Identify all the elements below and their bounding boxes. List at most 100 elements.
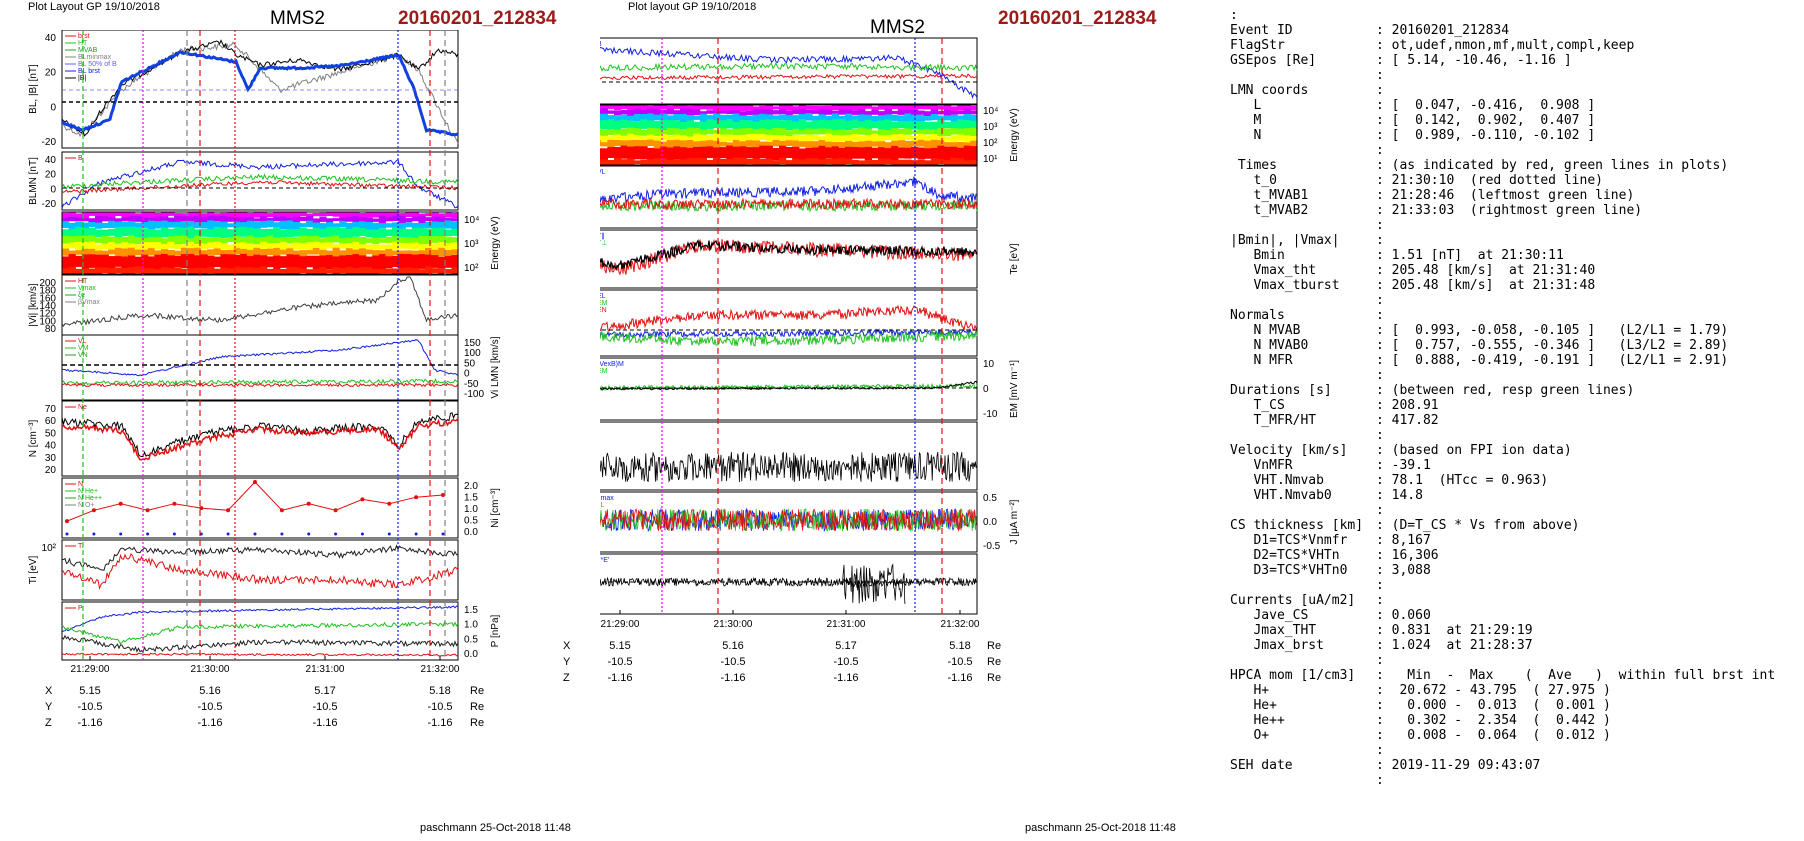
spectrogram-cell xyxy=(699,113,707,122)
spectrogram-cell xyxy=(88,222,96,228)
spectrogram-cell xyxy=(666,136,674,141)
spectrogram-cell xyxy=(779,128,787,136)
info-value: : xyxy=(1376,743,1384,758)
spectrogram-cell xyxy=(739,134,747,143)
spectrogram-cell xyxy=(759,158,767,166)
spectrogram-cell xyxy=(957,110,965,115)
spectrogram-cell xyxy=(147,212,155,219)
spectrogram-cell xyxy=(174,226,182,237)
spectrogram-cell xyxy=(917,129,925,136)
coord-value: 5.17 xyxy=(835,640,857,652)
y-tick-label: 160 xyxy=(39,293,56,304)
spectrogram-cell xyxy=(620,140,628,148)
spectrogram-cell xyxy=(365,221,373,230)
spectrogram-cell xyxy=(121,212,129,219)
spectrogram-cell xyxy=(75,221,83,228)
spectrogram-cell xyxy=(240,237,248,243)
spectrogram-cell xyxy=(207,237,215,243)
spectrogram-cell xyxy=(266,228,274,239)
info-value: : 205.48 [km/s] at 21:31:40 xyxy=(1376,263,1596,278)
y-axis-label: Ti [eV] xyxy=(28,556,39,585)
spectrogram-cell xyxy=(746,128,754,135)
y-tick-label: 70 xyxy=(45,404,57,415)
spectrogram-cell xyxy=(924,135,932,143)
spectrogram-cell xyxy=(246,217,254,223)
info-key: Event ID xyxy=(1230,23,1293,38)
spectrogram-cell xyxy=(286,254,294,269)
spectrogram-cell xyxy=(279,249,287,255)
spectrogram-cell xyxy=(838,105,846,111)
spectrogram-cell xyxy=(431,255,439,268)
data-point xyxy=(253,532,257,536)
spectrogram-cell xyxy=(891,145,899,160)
spectrogram-cell xyxy=(963,120,971,131)
spectrogram-cell xyxy=(365,212,373,218)
data-point xyxy=(307,532,311,536)
spectrogram-cell xyxy=(95,250,103,255)
spectrogram-cell xyxy=(739,105,747,111)
spectrogram-cell xyxy=(653,140,661,149)
spectrogram-cell xyxy=(957,134,965,141)
spectrogram-cell xyxy=(240,222,248,228)
info-value: : [ 5.14, -10.46, -1.16 ] xyxy=(1376,53,1572,68)
spectrogram-cell xyxy=(666,147,674,161)
spectrogram-cell xyxy=(114,244,122,251)
y-tick-label: -0.5 xyxy=(983,541,1001,552)
spectrogram-cell xyxy=(871,141,879,147)
spectrogram-cell xyxy=(293,242,301,250)
spectrogram-cell xyxy=(405,250,413,258)
spectrogram-cell xyxy=(607,115,615,122)
spectrogram-cell xyxy=(365,238,373,243)
info-value: : 1.024 at 21:28:37 xyxy=(1376,638,1533,653)
y-tick-label: 0 xyxy=(50,184,56,195)
spectrogram-cell xyxy=(161,238,169,245)
panel-frame xyxy=(600,165,978,229)
spectrogram-cell xyxy=(653,105,661,109)
panel-frame xyxy=(61,211,459,275)
spectrogram-cell xyxy=(174,215,182,223)
spectrogram-cell xyxy=(924,160,932,166)
coord-value: 5.18 xyxy=(949,640,971,652)
spectrogram-cell xyxy=(706,159,714,165)
spectrogram-cell xyxy=(937,115,945,123)
spectrogram-cell xyxy=(666,159,674,166)
spectrogram-cell xyxy=(385,223,393,228)
spectrogram-cell xyxy=(897,109,905,115)
spectrogram-cell xyxy=(614,140,622,147)
spectrogram-cell xyxy=(339,255,347,270)
info-value: : 78.1 (HTcc = 0.963) xyxy=(1376,473,1549,488)
spectrogram-cell xyxy=(864,160,872,166)
info-value: : xyxy=(1376,593,1384,608)
spectrogram-cell xyxy=(917,121,925,130)
spectrogram-cell xyxy=(174,250,182,256)
spectrogram-cell xyxy=(62,229,70,238)
spectrogram-cell xyxy=(95,267,103,275)
spectrogram-cell xyxy=(352,221,360,229)
mid-electron-spectrogram xyxy=(600,105,978,166)
spectrogram-cell xyxy=(392,236,400,243)
spectrogram-cell xyxy=(752,121,760,131)
y-tick-label: 0.5 xyxy=(983,493,997,504)
info-value: : [ 0.888, -0.419, -0.191 ] (L2/L1 = 2.9… xyxy=(1376,353,1729,368)
spectrogram-cell xyxy=(233,235,241,244)
spectrogram-cell xyxy=(260,228,268,239)
spectrogram-cell xyxy=(326,242,334,249)
spectrogram-cell xyxy=(970,114,978,123)
spectrogram-cell xyxy=(673,114,681,121)
spectrogram-cell xyxy=(779,120,787,131)
legend-label: J*E' xyxy=(600,557,609,564)
spectrogram-cell xyxy=(884,114,892,121)
spectrogram-cell xyxy=(345,217,353,222)
spectrogram-cell xyxy=(600,114,608,122)
spectrogram-cell xyxy=(81,242,89,252)
spectrogram-cell xyxy=(425,254,433,269)
spectrogram-cell xyxy=(620,109,628,115)
mid-panel-elmn: 86420-2-4-6ELMN [mV m⁻¹]ELEMEN xyxy=(600,289,978,357)
spectrogram-cell xyxy=(273,222,281,230)
spectrogram-cell xyxy=(871,133,879,141)
y-tick-label: -50 xyxy=(464,379,479,390)
spectrogram-cell xyxy=(220,254,228,270)
y-tick-label: 120 xyxy=(39,309,56,320)
spectrogram-cell xyxy=(194,212,202,218)
spectrogram-cell xyxy=(957,105,965,111)
